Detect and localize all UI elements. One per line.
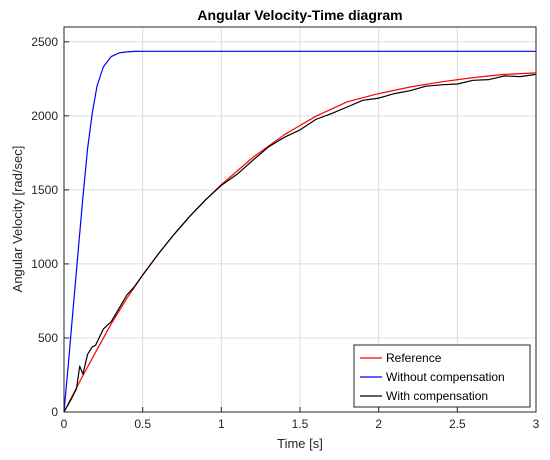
x-tick-label: 2 — [375, 417, 382, 431]
y-tick-label: 2500 — [31, 35, 58, 49]
y-tick-label: 1000 — [31, 257, 58, 271]
chart-title: Angular Velocity-Time diagram — [197, 7, 402, 23]
series-line-without-compensation — [63, 50, 536, 413]
legend-box — [353, 344, 531, 408]
series-layer — [63, 50, 537, 413]
legend-label-without-compensation: Without compensation — [386, 370, 505, 384]
ticks: 0 0.5 1 1.5 2 2.5 3 0 500 1000 1500 2000 2500 — [31, 35, 539, 431]
y-tick-label: 1500 — [31, 183, 58, 197]
x-tick-label: 1 — [218, 417, 225, 431]
x-tick-label: 1.5 — [292, 417, 309, 431]
x-tick-label: 2.5 — [449, 417, 466, 431]
y-tick-label: 2000 — [31, 109, 58, 123]
series-line-with-compensation — [63, 73, 537, 413]
y-tick-label: 0 — [51, 405, 58, 419]
y-tick-label: 500 — [38, 331, 58, 345]
legend: Reference Without compensation With comp… — [353, 344, 531, 408]
x-axis-label: Time [s] — [277, 436, 323, 451]
legend-label-reference: Reference — [386, 351, 442, 365]
y-axis-label: Angular Velocity [rad/sec] — [10, 146, 25, 293]
x-tick-label: 0 — [61, 417, 68, 431]
x-tick-label: 3 — [533, 417, 540, 431]
legend-label-with-compensation: With compensation — [386, 389, 488, 403]
x-tick-label: 0.5 — [134, 417, 151, 431]
